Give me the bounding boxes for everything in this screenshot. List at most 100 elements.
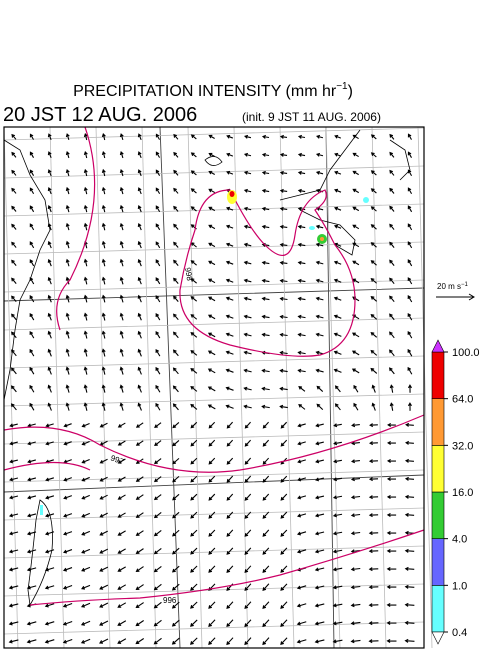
wind-arrow [65, 276, 70, 285]
wind-arrow [333, 423, 342, 428]
wind-arrow [404, 458, 414, 463]
wind-arrow [171, 619, 180, 627]
wind-arrow [297, 332, 306, 337]
wind-arrow [279, 386, 288, 391]
color-swatch [431, 538, 445, 586]
wind-arrow [81, 512, 91, 518]
wind-arrow [117, 422, 126, 428]
wind-arrow [81, 422, 90, 428]
wind-arrow [297, 242, 306, 247]
wind-arrow [261, 170, 270, 175]
parallel [3, 621, 425, 635]
wind-arrow [207, 386, 216, 392]
wind-arrow [279, 350, 288, 355]
wind-arrow [405, 422, 414, 427]
wind-arrow [137, 366, 142, 375]
wind-arrow [155, 402, 161, 411]
colorbar-label: 16.0 [452, 487, 473, 499]
wind-arrow [155, 169, 161, 176]
wind-arrow [297, 278, 306, 283]
isobar [29, 529, 425, 606]
wind-arrow [117, 476, 126, 482]
wind-arrow [119, 330, 124, 339]
wind-arrow [11, 277, 17, 285]
precip-cell [309, 226, 315, 230]
wind-arrow [387, 422, 396, 427]
wind-arrow [27, 477, 37, 482]
wind-arrow [208, 511, 216, 519]
wind-arrow [279, 314, 288, 319]
wind-arrow [388, 367, 395, 375]
wind-arrow [261, 188, 270, 193]
wind-arrow [135, 602, 144, 609]
wind-arrow [83, 150, 88, 159]
wind-arrow [208, 296, 216, 302]
wind-arrow [63, 459, 72, 464]
wind-arrow [261, 152, 270, 157]
wind-arrow [65, 204, 70, 213]
wind-arrow [262, 493, 270, 501]
wind-arrow [226, 637, 234, 646]
wind-arrow [171, 583, 180, 591]
wind-arrow [153, 583, 162, 591]
wind-arrow [387, 440, 396, 445]
coastlines [3, 129, 411, 607]
wind-arrow [244, 565, 252, 573]
wind-arrow [280, 439, 288, 447]
wind-arrow [45, 423, 54, 428]
wind-arrow [315, 441, 324, 446]
wind-arrow [315, 296, 324, 301]
wind-arrow [314, 549, 325, 554]
wind-arrow [298, 403, 306, 410]
wind-arrow [350, 477, 361, 482]
wind-arrow [370, 278, 377, 284]
wind-arrow [117, 620, 127, 626]
wind-arrow [208, 547, 216, 555]
wind-arrow [11, 241, 17, 248]
wind-arrow [101, 276, 106, 285]
meridian [279, 126, 295, 649]
wind-arrow [368, 459, 378, 464]
wind-arrow [226, 134, 234, 139]
wind-arrow [208, 637, 216, 646]
title-close: ) [348, 83, 353, 100]
wind-arrow [261, 386, 270, 391]
wind-arrow [208, 565, 216, 573]
wind-arrow [315, 459, 324, 464]
wind-arrow [332, 549, 343, 554]
wind-arrow [117, 602, 127, 608]
wind-arrow [65, 151, 70, 159]
wind-arrow [29, 169, 35, 176]
wind-arrow [243, 314, 252, 319]
wind-arrow [65, 330, 70, 339]
wind-arrow [81, 584, 91, 590]
wind-vectors [8, 133, 415, 646]
wind-arrow [261, 206, 270, 211]
wind-arrow [370, 152, 377, 158]
wind-arrow [10, 367, 17, 375]
wind-arrow [389, 133, 395, 140]
wind-arrow [207, 314, 216, 320]
wind-arrow [172, 422, 180, 429]
wind-arrow [407, 133, 412, 140]
wind-arrow [135, 476, 144, 482]
wind-arrow [208, 475, 216, 483]
wind-arrow [208, 439, 216, 447]
wind-arrow [29, 330, 35, 339]
wind-arrow [29, 223, 35, 231]
wind-arrow [119, 240, 124, 249]
wind-arrow [316, 403, 324, 411]
wind-arrow [352, 152, 359, 158]
wind-arrow [262, 565, 270, 573]
wind-arrow [47, 276, 52, 285]
color-swatch [431, 351, 445, 399]
wind-arrow [225, 242, 234, 247]
wind-arrow [243, 152, 252, 157]
parallel [3, 469, 425, 483]
wind-arrow [389, 402, 394, 411]
wind-arrow [101, 222, 106, 231]
wind-arrow [280, 547, 288, 555]
wind-arrow [333, 441, 342, 446]
wind-arrow [315, 423, 324, 428]
wind-arrow [244, 547, 252, 555]
